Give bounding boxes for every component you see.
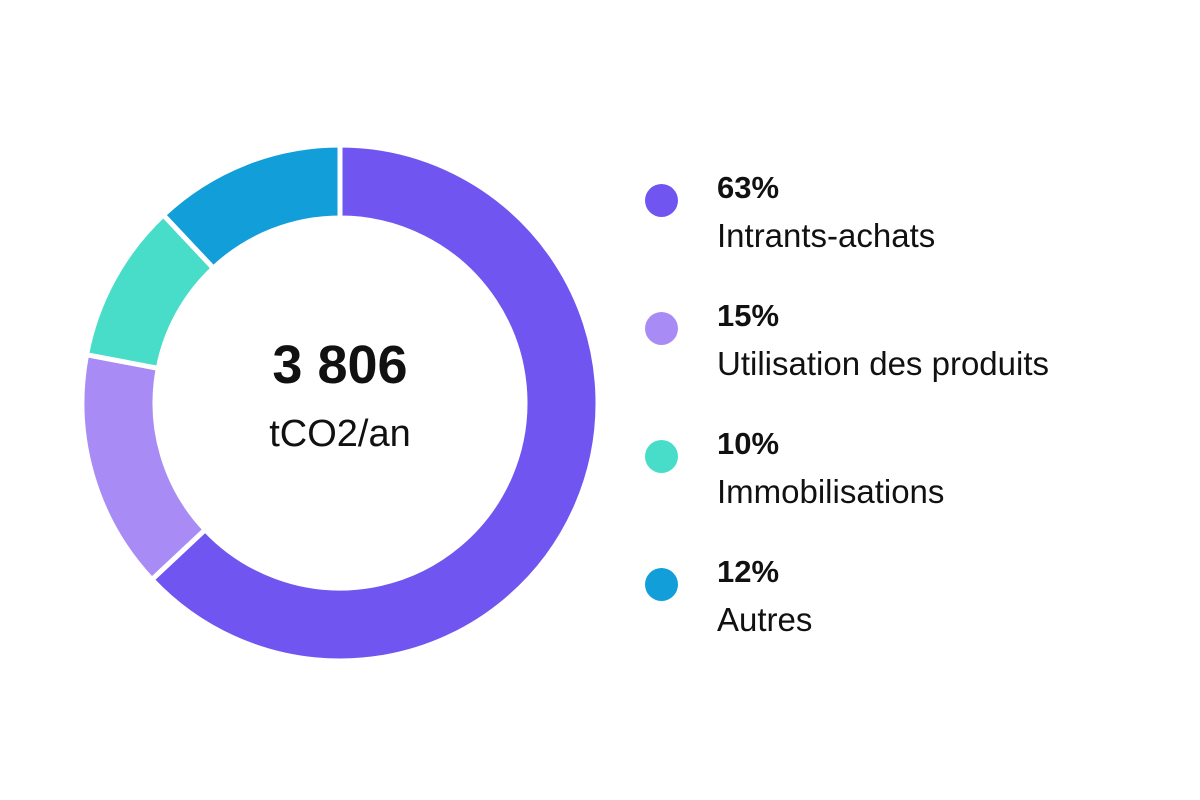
legend-percentage: 10%	[717, 426, 780, 461]
donut-slice-intrants-achats	[149, 142, 601, 664]
legend-percentage: 63%	[717, 170, 780, 205]
legend-color-dot	[645, 184, 678, 217]
legend-item-utilisation-des-produits: 15% Utilisation des produits	[645, 298, 1165, 426]
donut-slice-autres	[160, 142, 343, 271]
legend-color-dot	[645, 440, 678, 473]
legend-item-intrants-achats: 63% Intrants-achats	[645, 170, 1165, 298]
legend-percentage: 15%	[717, 298, 780, 333]
legend-color-dot	[645, 312, 678, 345]
total-emissions-value: 3 806	[272, 335, 407, 395]
legend-label: Intrants-achats	[717, 217, 936, 254]
donut-slice-utilisation-des-produits	[79, 352, 208, 583]
legend-label: Autres	[717, 601, 813, 638]
donut-slices	[79, 142, 601, 664]
legend-item-autres: 12% Autres	[645, 554, 1165, 682]
total-emissions-unit: tCO2/an	[269, 413, 411, 455]
legend-percentage: 12%	[717, 554, 780, 589]
legend-item-immobilisations: 10% Immobilisations	[645, 426, 1165, 554]
chart-legend: 63% Intrants-achats 15% Utilisation des …	[645, 170, 1165, 682]
legend-label: Immobilisations	[717, 473, 945, 510]
legend-label: Utilisation des produits	[717, 345, 1049, 382]
legend-color-dot	[645, 568, 678, 601]
